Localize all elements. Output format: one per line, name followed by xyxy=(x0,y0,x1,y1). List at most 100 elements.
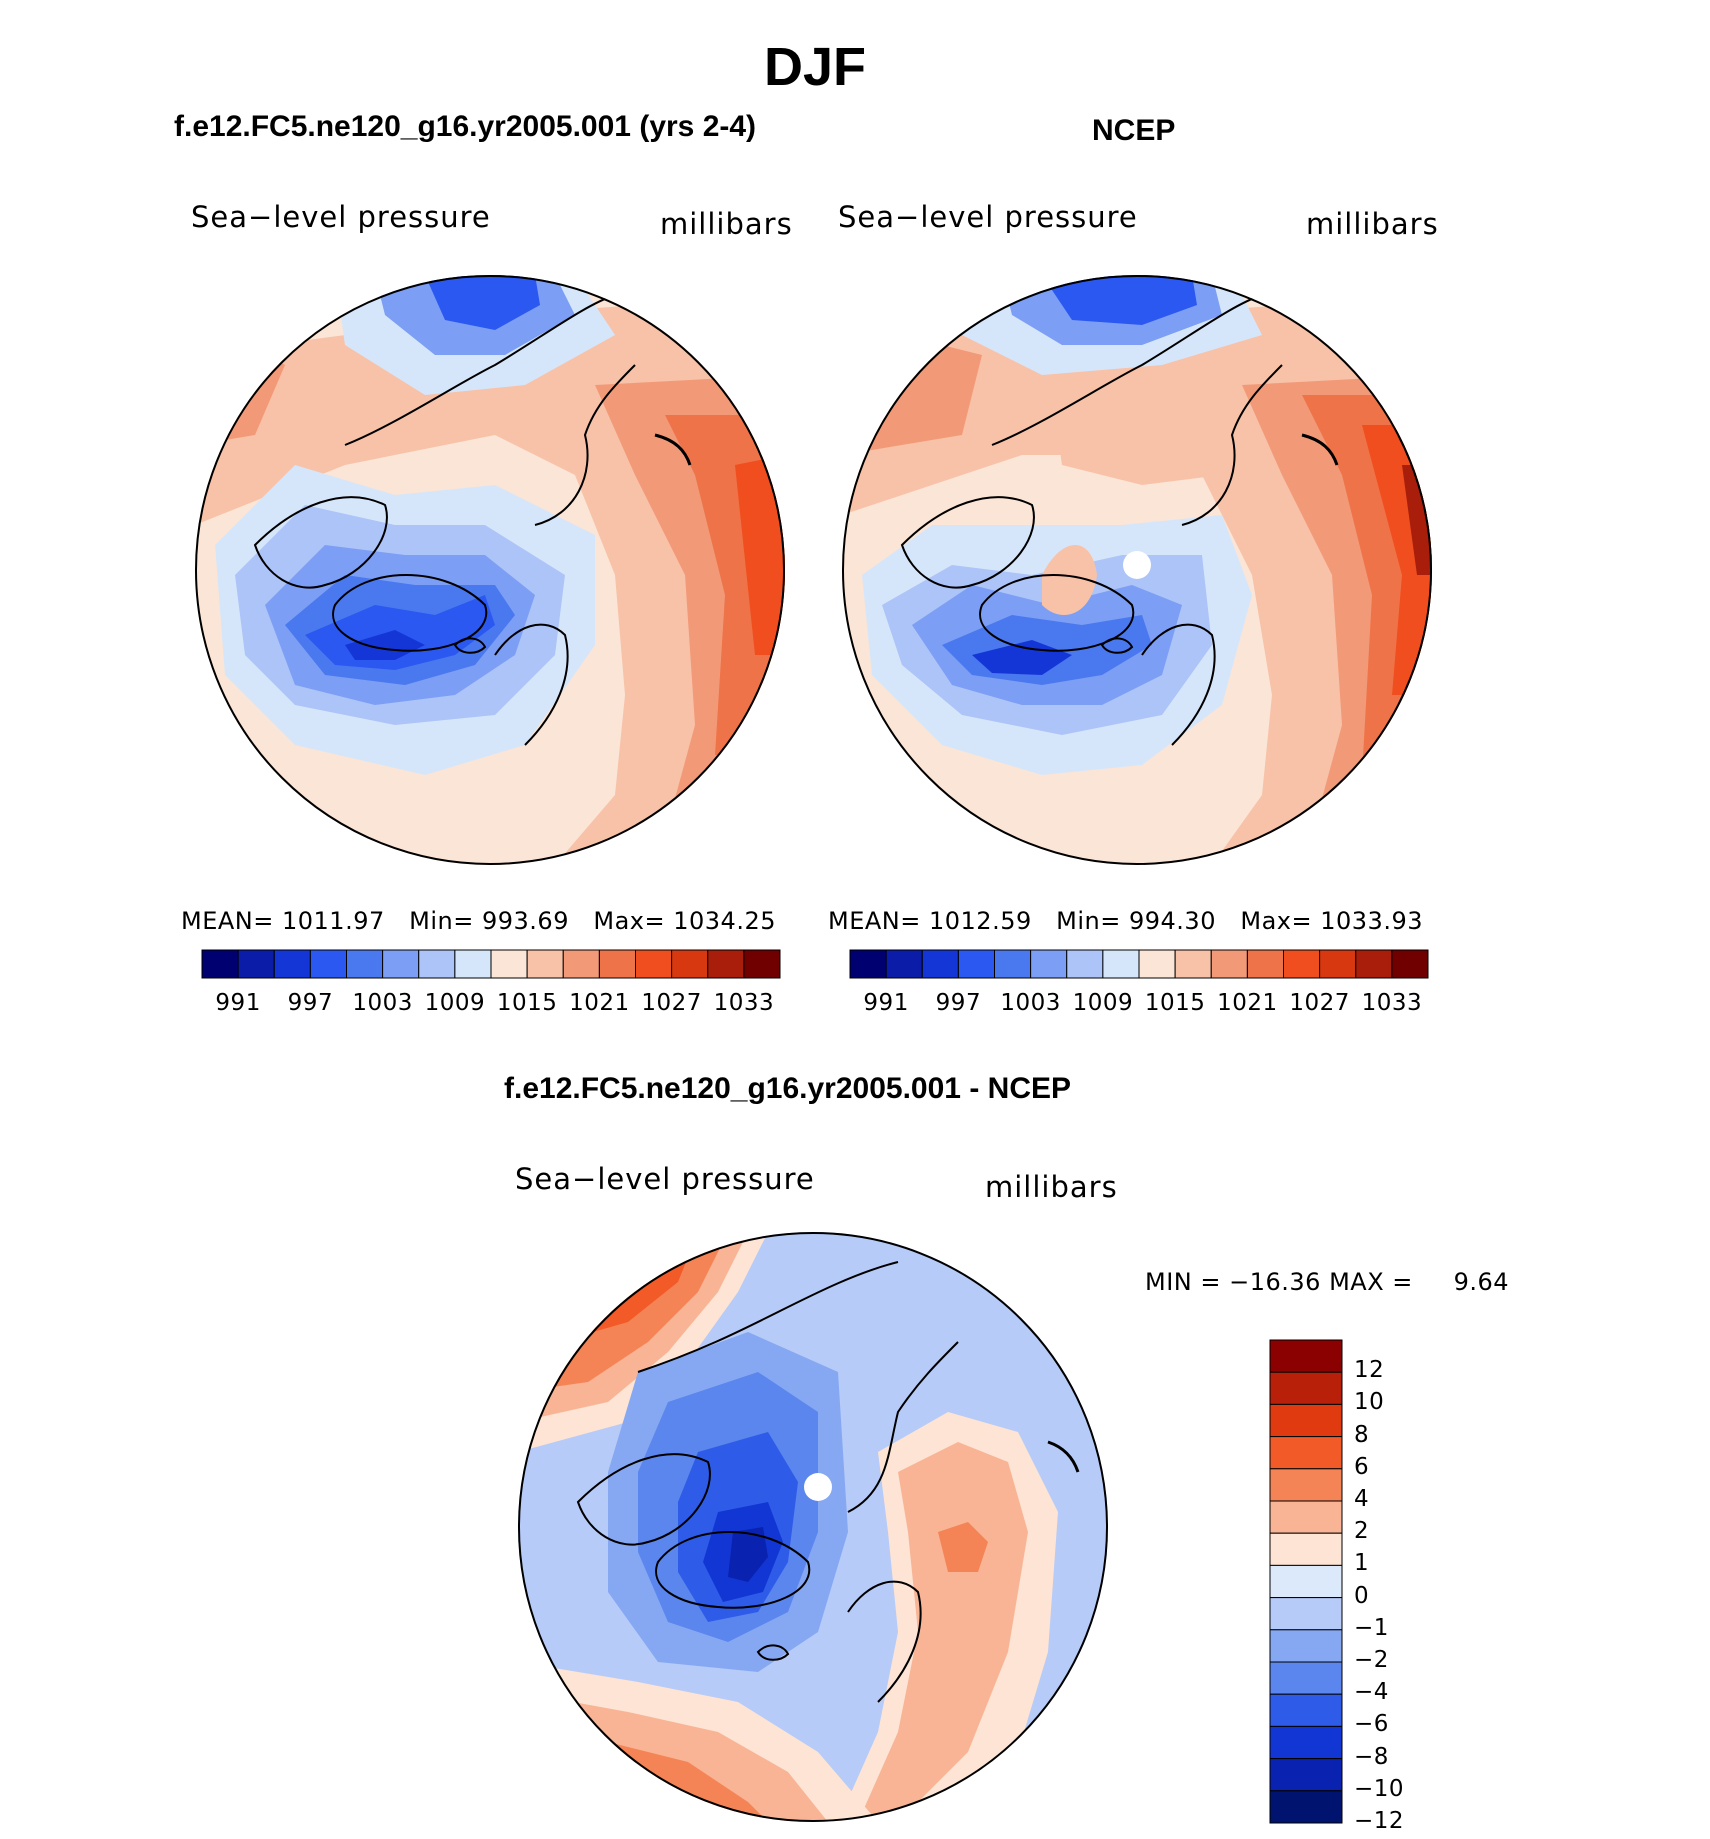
ncep-max-value: 1033.93 xyxy=(1320,907,1423,935)
diff-colorbar-ticks: 12 10 8 6 4 2 1 0 −1 −2 −4 −6 −8 −10 −12 xyxy=(1354,1340,1434,1834)
ncep-stats: MEAN= 1012.59 Min= 994.30 Max= 1033.93 xyxy=(828,907,1423,935)
diff-max-label: MAX = xyxy=(1329,1268,1413,1296)
ncep-colorbar-cell xyxy=(1391,949,1429,979)
canada-coastline xyxy=(900,496,1035,589)
caspian-coastline xyxy=(1301,433,1339,466)
diff-colorbar xyxy=(1269,1339,1343,1824)
diff-colorbar-tick-label: −10 xyxy=(1354,1775,1405,1802)
ncep-colorbar-cell xyxy=(921,949,959,979)
model-mean-label: MEAN= xyxy=(181,907,274,935)
model-colorbar-tick-label: 1003 xyxy=(352,990,413,1016)
ncep-units-label: millibars xyxy=(1306,207,1439,241)
ncep-colorbar-cell xyxy=(1283,949,1321,979)
map-boundary xyxy=(518,1232,1108,1822)
ncep-colorbar-tick-label: 1003 xyxy=(1000,990,1061,1016)
ncep-colorbar-tick-label: 1015 xyxy=(1144,990,1206,1016)
field-low-band xyxy=(1042,275,1197,325)
ncep-left-label: Sea−level pressure xyxy=(838,200,1138,234)
diff-left-label: Sea−level pressure xyxy=(515,1162,815,1196)
model-colorbar-cell xyxy=(635,949,673,979)
model-colorbar-ticks: 991 997 1003 1009 1015 1021 1027 1033 xyxy=(202,990,780,1020)
model-mean-value: 1011.97 xyxy=(282,907,385,935)
model-colorbar-cell xyxy=(526,949,564,979)
greenland-coastline xyxy=(332,574,488,652)
scandinavia-coastline xyxy=(1141,623,1216,746)
diff-slp-map xyxy=(518,1232,1108,1822)
scandinavia-coastline xyxy=(494,623,569,746)
greenland-coastline xyxy=(655,1531,811,1609)
ncep-slp-map xyxy=(842,275,1432,865)
missing-data-pole xyxy=(804,1473,832,1501)
ncep-colorbar-cell xyxy=(1246,949,1284,979)
ncep-colorbar-cell xyxy=(1355,949,1393,979)
diff-colorbar-tick-label: 6 xyxy=(1354,1453,1370,1480)
diff-colorbar-cell xyxy=(1269,1371,1343,1405)
ncep-colorbar-ticks: 991 997 1003 1009 1015 1021 1027 1033 xyxy=(850,990,1428,1020)
model-colorbar-cell xyxy=(598,949,636,979)
diff-min-label: MIN = xyxy=(1145,1268,1221,1296)
caspian-coastline xyxy=(1047,1440,1080,1473)
ncep-min-label: Min= xyxy=(1056,907,1121,935)
diff-colorbar-cell xyxy=(1269,1693,1343,1727)
field-high-band xyxy=(735,455,785,655)
field-low-band xyxy=(972,640,1072,675)
field-high-band xyxy=(195,355,250,415)
diff-colorbar-tick-label: −12 xyxy=(1354,1808,1405,1834)
model-slp-map xyxy=(195,275,785,865)
model-colorbar-tick-label: 991 xyxy=(215,990,261,1016)
model-min-label: Min= xyxy=(409,907,474,935)
model-min-value: 993.69 xyxy=(481,907,569,935)
diff-max-value: 9.64 xyxy=(1453,1268,1509,1296)
model-stats: MEAN= 1011.97 Min= 993.69 Max= 1034.25 xyxy=(181,907,776,935)
diff-colorbar-tick-label: 8 xyxy=(1354,1421,1370,1448)
model-colorbar-cell xyxy=(743,949,781,979)
ncep-colorbar-tick-label: 997 xyxy=(935,990,982,1016)
diff-colorbar-cell xyxy=(1269,1500,1343,1534)
diff-colorbar-cell xyxy=(1269,1629,1343,1663)
ncep-colorbar-cell xyxy=(957,949,995,979)
ncep-colorbar-cell xyxy=(1030,949,1068,979)
diff-colorbar-cell xyxy=(1269,1661,1343,1695)
ncep-panel-title: NCEP xyxy=(1092,114,1176,147)
ncep-colorbar-cell xyxy=(885,949,923,979)
ncep-colorbar-tick-label: 1009 xyxy=(1072,990,1134,1016)
ncep-colorbar-tick-label: 1027 xyxy=(1289,990,1350,1016)
iceland-coastline xyxy=(453,637,487,654)
iceland-coastline xyxy=(1100,637,1134,654)
model-left-label: Sea−level pressure xyxy=(191,200,491,234)
ncep-colorbar-cell xyxy=(1138,949,1176,979)
diff-stats: MIN = −16.36 MAX = 9.64 xyxy=(1145,1268,1509,1296)
model-colorbar-cell xyxy=(562,949,600,979)
diff-colorbar-cell xyxy=(1269,1468,1343,1502)
model-colorbar-cell xyxy=(346,949,384,979)
model-colorbar-tick-label: 1027 xyxy=(641,990,702,1016)
diff-colorbar-tick-label: −8 xyxy=(1354,1743,1389,1770)
diff-colorbar-tick-label: 10 xyxy=(1354,1389,1385,1416)
alaska-coastline xyxy=(637,1261,899,1373)
russia-coastline xyxy=(1181,364,1283,526)
figure-title: DJF xyxy=(763,37,866,97)
model-colorbar-tick-label: 1033 xyxy=(713,990,775,1016)
field-high-band xyxy=(1052,365,1252,485)
model-max-label: Max= xyxy=(593,907,666,935)
ncep-colorbar-tick-label: 1033 xyxy=(1361,990,1423,1016)
model-panel-title: f.e12.FC5.ne120_g16.yr2005.001 (yrs 2-4) xyxy=(174,110,757,143)
ncep-colorbar-cell xyxy=(1066,949,1104,979)
canada-coastline xyxy=(576,1453,711,1546)
diff-colorbar-tick-label: 0 xyxy=(1354,1582,1370,1609)
model-colorbar-tick-label: 1021 xyxy=(569,990,630,1016)
diff-colorbar-tick-label: −2 xyxy=(1354,1647,1389,1673)
ncep-colorbar-cell xyxy=(1210,949,1248,979)
ncep-colorbar-cell xyxy=(1102,949,1140,979)
diff-colorbar-tick-label: −6 xyxy=(1354,1711,1389,1738)
diff-colorbar-cell xyxy=(1269,1436,1343,1470)
model-colorbar-cell xyxy=(309,949,347,979)
model-colorbar-cell xyxy=(454,949,492,979)
diff-colorbar-tick-label: −1 xyxy=(1354,1614,1389,1641)
ncep-colorbar xyxy=(849,949,1429,979)
ncep-max-label: Max= xyxy=(1240,907,1313,935)
model-units-label: millibars xyxy=(660,207,793,241)
model-colorbar-tick-label: 1015 xyxy=(496,990,558,1016)
ncep-mean-label: MEAN= xyxy=(828,907,921,935)
alaska-coastline xyxy=(344,294,616,446)
